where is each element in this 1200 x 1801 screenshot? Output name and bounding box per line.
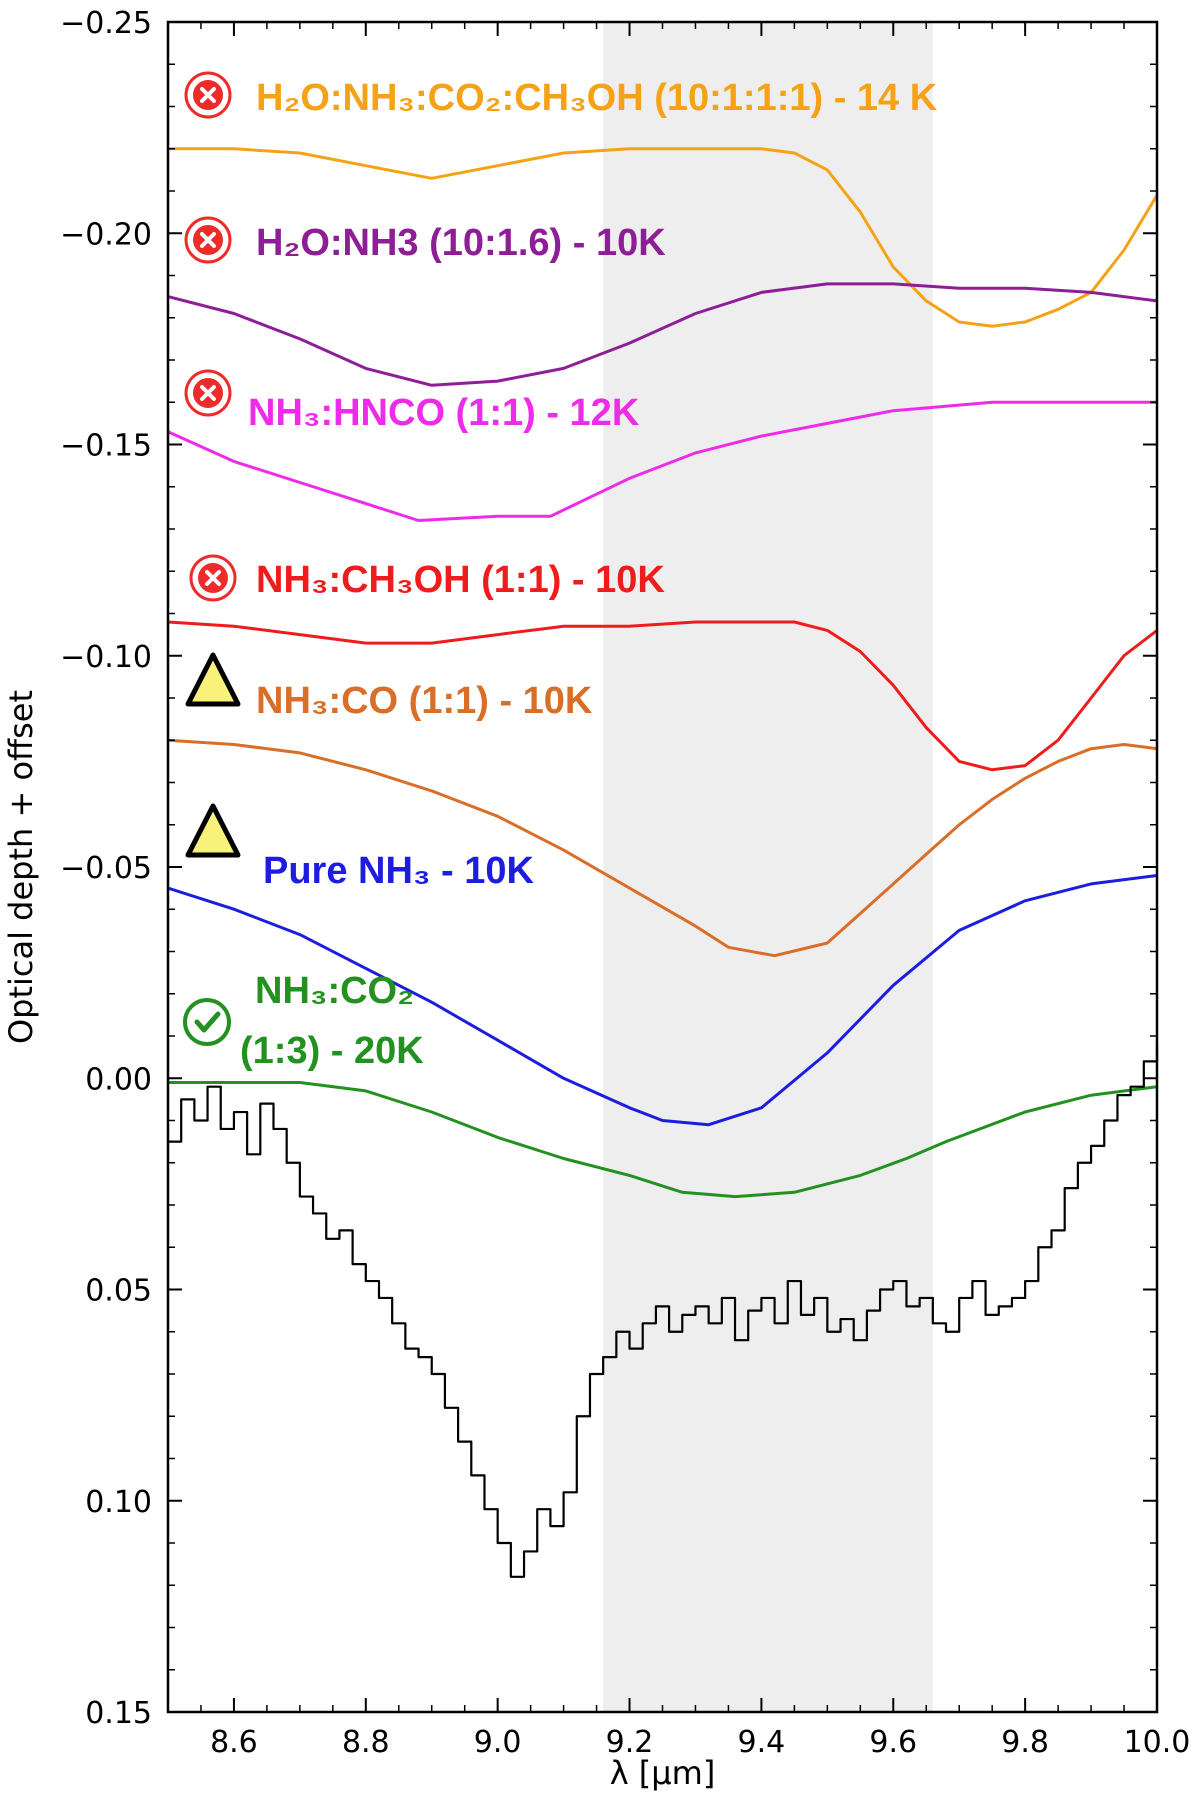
y-tick-label: 0.05 bbox=[85, 1274, 152, 1309]
x-axis-label: λ [μm] bbox=[610, 1754, 716, 1792]
series-line-nh3-co2 bbox=[168, 1081, 1158, 1199]
x-tick-label: 9.6 bbox=[869, 1725, 917, 1760]
tick-labels-layer: 8.6 8.8 9.0 9.2 9.4 9.6 9.8 10.0 −0.25 −0.20 −0.15… bbox=[60, 6, 1190, 1760]
y-tick-label: −0.10 bbox=[60, 640, 152, 675]
warning-triangle-icon bbox=[185, 803, 241, 858]
y-tick-label: −0.25 bbox=[60, 6, 152, 41]
series-line-h2o-nh3-co2-ch3oh bbox=[168, 147, 1159, 328]
check-circle-icon bbox=[183, 998, 231, 1046]
curves-layer bbox=[167, 147, 1159, 1578]
x-tick-label: 10.0 bbox=[1124, 1725, 1191, 1760]
label-nh3-ch3oh: NH₃:CH₃OH (1:1) - 10K bbox=[256, 559, 665, 601]
label-nh3-co2-line2: (1:3) - 20K bbox=[240, 1030, 424, 1072]
x-tick-label: 9.0 bbox=[474, 1725, 522, 1760]
warning-triangle-icon bbox=[185, 652, 241, 707]
y-tick-label: −0.15 bbox=[60, 429, 152, 464]
y-axis-label: Optical depth + offset bbox=[2, 690, 40, 1044]
cross-circle-icon bbox=[184, 71, 232, 119]
y-tick-label: 0.10 bbox=[85, 1485, 152, 1520]
y-tick-label: −0.20 bbox=[60, 217, 152, 252]
ticks-layer bbox=[168, 21, 1158, 1713]
x-tick-label: 9.4 bbox=[738, 1725, 786, 1760]
x-tick-label: 9.8 bbox=[1001, 1725, 1049, 1760]
y-tick-label: −0.05 bbox=[60, 851, 152, 886]
y-tick-label: 0.15 bbox=[85, 1696, 152, 1731]
label-nh3-co2-line1: NH₃:CO₂ bbox=[255, 970, 414, 1012]
cross-circle-icon bbox=[184, 369, 232, 417]
series-line-nh3-co bbox=[167, 738, 1158, 958]
x-tick-label: 9.2 bbox=[606, 1725, 654, 1760]
y-tick-label: 0.00 bbox=[85, 1062, 152, 1097]
series-line-h2o-nh3 bbox=[167, 282, 1158, 387]
label-h2o-nh3-co2-ch3oh: H₂O:NH₃:CO₂:CH₃OH (10:1:1:1) - 14 K bbox=[256, 77, 938, 119]
label-nh3-co: NH₃:CO (1:1) - 10K bbox=[256, 680, 593, 722]
cross-circle-icon bbox=[184, 216, 232, 264]
shaded-region bbox=[603, 22, 933, 1712]
series-line-nh3-hnco bbox=[167, 400, 1157, 522]
series-line-pure-nh3 bbox=[167, 874, 1158, 1127]
label-h2o-nh3: H₂O:NH3 (10:1.6) - 10K bbox=[256, 222, 666, 264]
x-tick-label: 8.8 bbox=[342, 1725, 390, 1760]
label-nh3-hnco: NH₃:HNCO (1:1) - 12K bbox=[248, 392, 640, 434]
x-tick-label: 8.6 bbox=[210, 1725, 258, 1760]
series-line-nh3-ch3oh bbox=[167, 620, 1158, 772]
cross-circle-icon bbox=[189, 554, 237, 602]
series-line-observed bbox=[168, 1044, 1159, 1578]
label-pure-nh3: Pure NH₃ - 10K bbox=[263, 850, 535, 892]
